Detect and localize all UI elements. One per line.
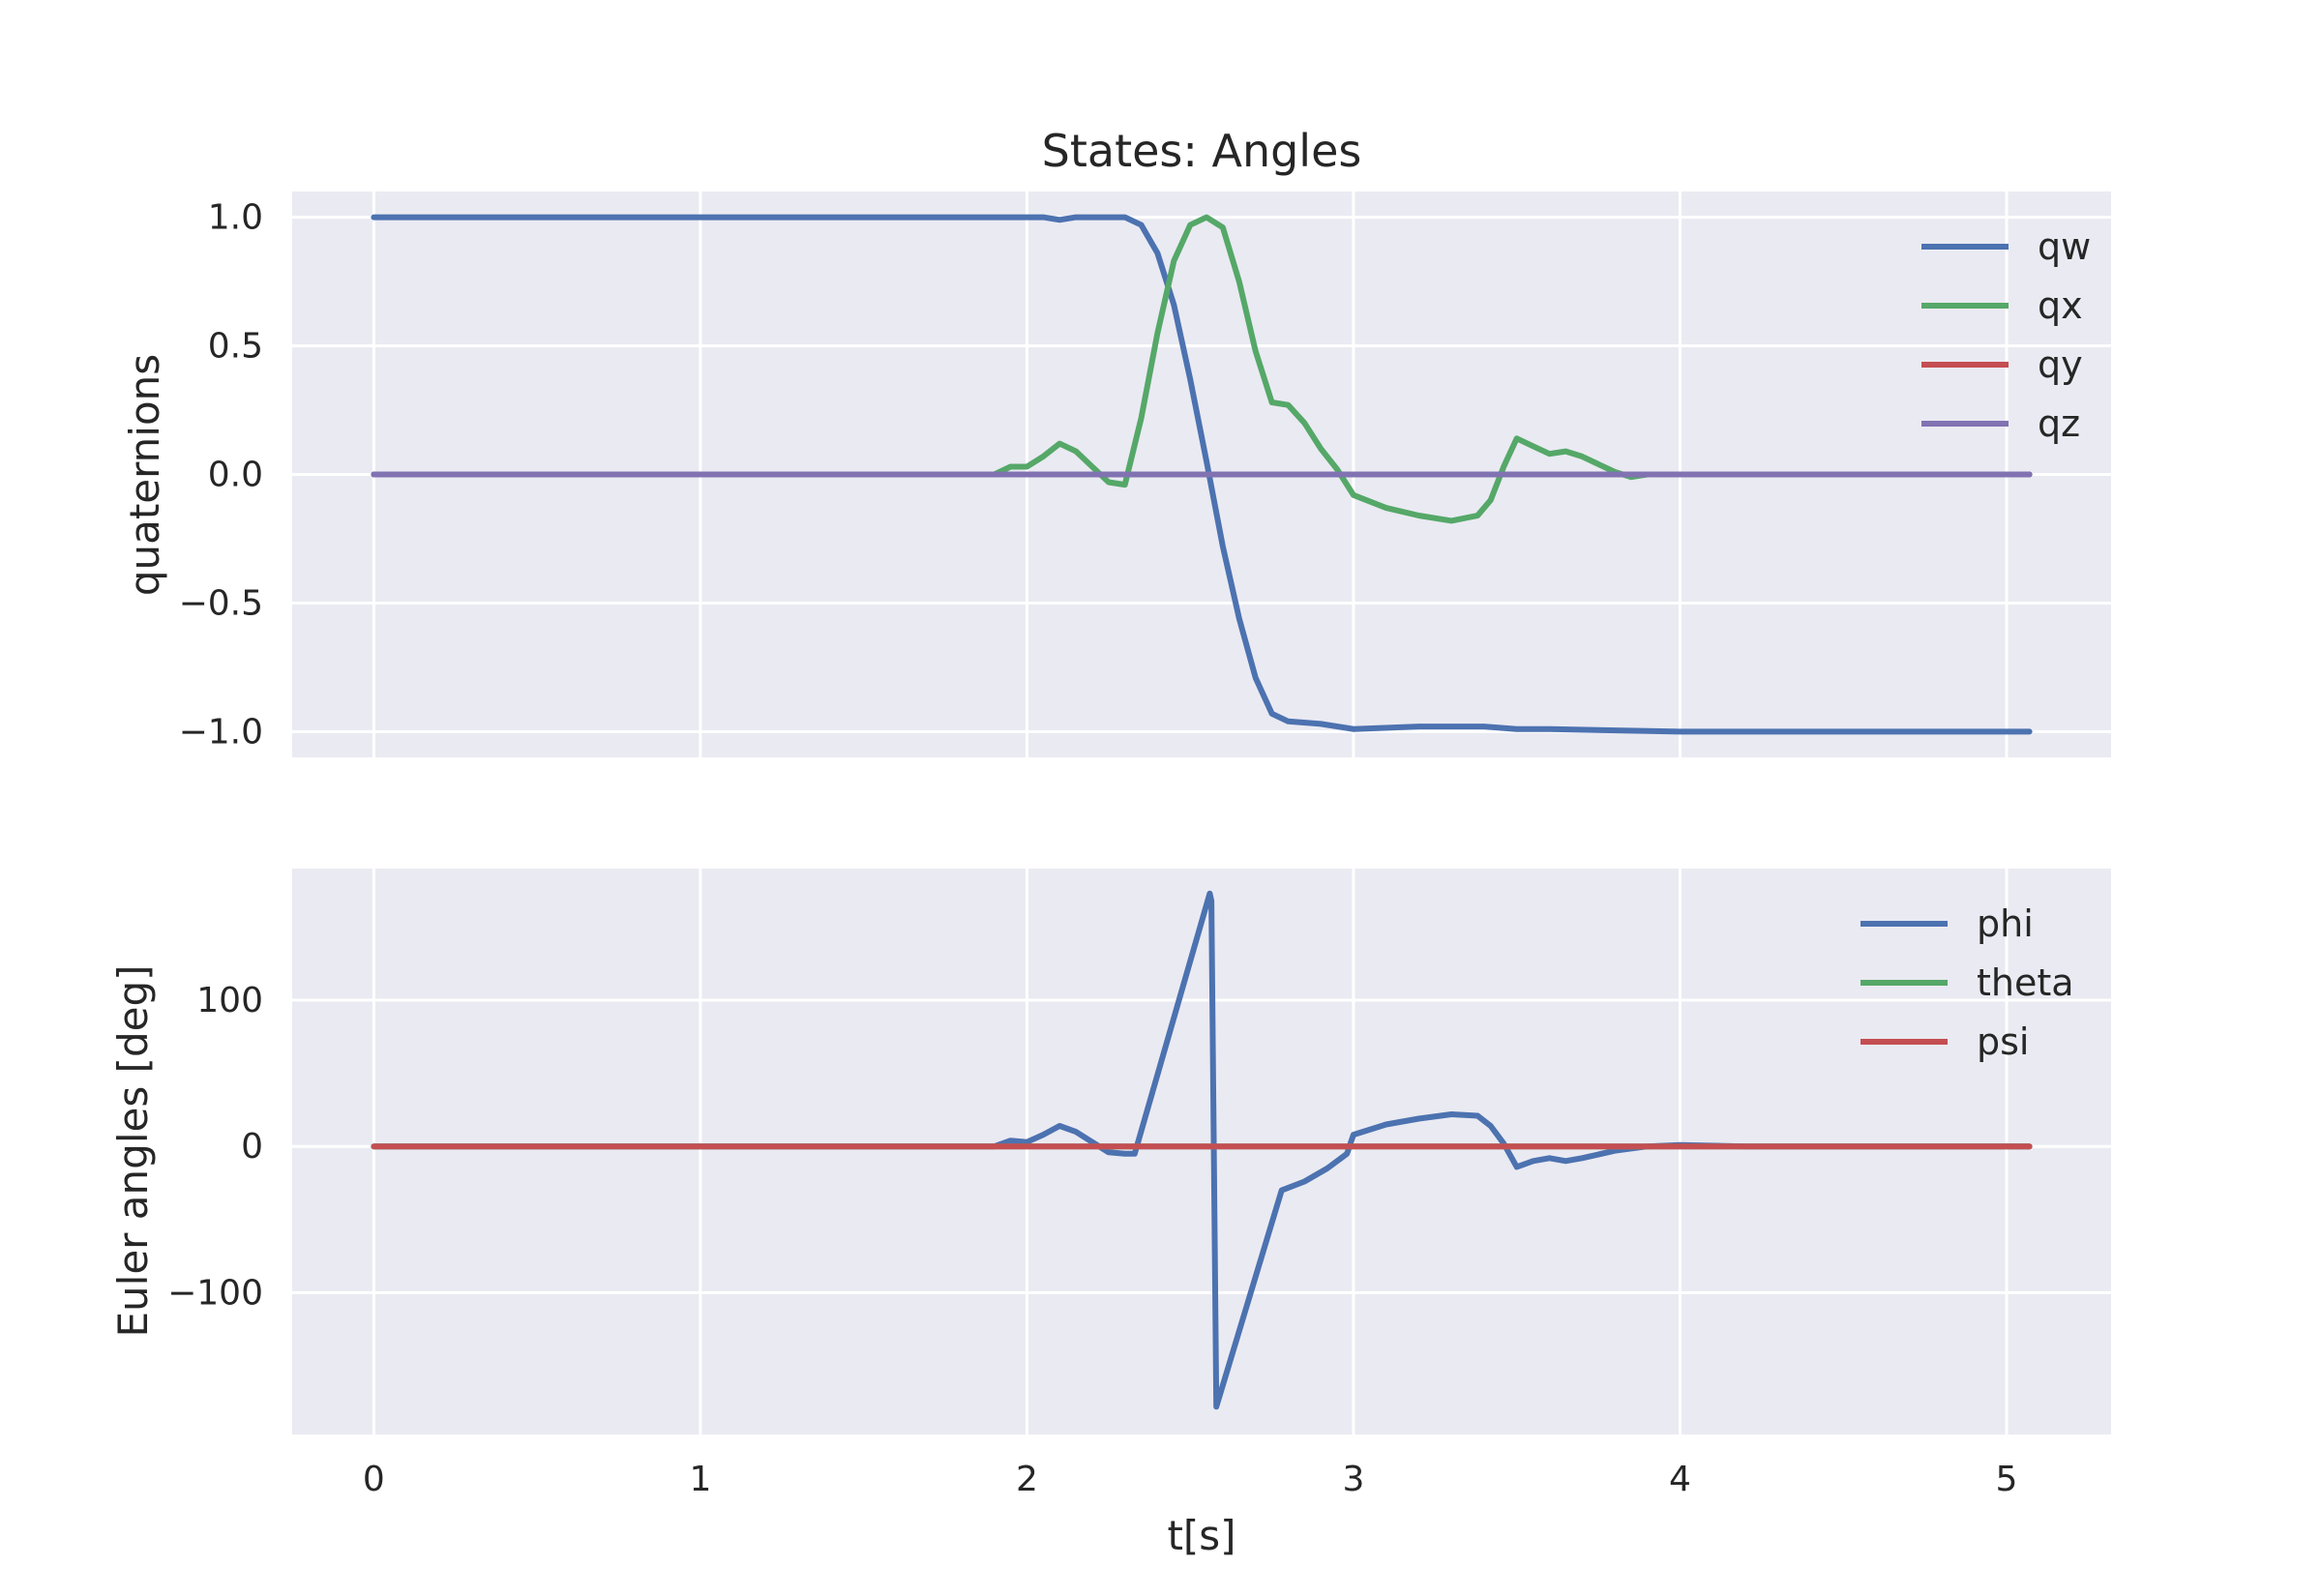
quaternion-y-tick-label: 0.0 (208, 456, 263, 495)
quaternion-y-axis-label: quaternions (121, 354, 168, 596)
chart-title: States: Angles (1042, 125, 1362, 177)
euler-x-ticks: 0 1 2 3 4 5 (363, 1460, 2018, 1499)
euler-y-tick-label: −100 (167, 1273, 263, 1313)
quaternion-legend: qw qx qy qz (1921, 225, 2091, 445)
euler-panel: 100 0 −100 0 1 2 3 4 5 Euler angles [deg] phi th… (109, 869, 2111, 1499)
euler-x-tick-label: 0 (363, 1460, 385, 1499)
euler-x-tick-label: 5 (1996, 1460, 2018, 1499)
euler-x-tick-label: 2 (1016, 1460, 1038, 1499)
euler-y-tick-label: 0 (241, 1127, 263, 1167)
legend-label-qz: qz (2038, 402, 2080, 445)
legend-label-qy: qy (2038, 343, 2083, 386)
euler-x-tick-label: 4 (1669, 1460, 1691, 1499)
euler-y-ticks: 100 0 −100 (167, 981, 263, 1313)
quaternion-y-tick-label: 0.5 (208, 327, 263, 367)
euler-series (371, 890, 2033, 1410)
legend-label-theta: theta (1977, 961, 2074, 1004)
x-axis-label: t[s] (1167, 1512, 1235, 1559)
quaternion-panel: 1.0 0.5 0.0 −0.5 −1.0 quaternions qw qx qy qz (121, 192, 2111, 757)
euler-legend: phi theta psi (1861, 902, 2074, 1063)
quaternion-y-ticks: 1.0 0.5 0.0 −0.5 −1.0 (179, 198, 263, 753)
series-line-qx (371, 214, 2033, 524)
quaternion-series (371, 214, 2033, 735)
euler-axes-background (292, 869, 2111, 1434)
quaternion-y-tick-label: −0.5 (179, 583, 263, 623)
quaternion-y-tick-label: 1.0 (208, 198, 263, 238)
euler-y-axis-label: Euler angles [deg] (109, 965, 157, 1338)
euler-x-tick-label: 1 (689, 1460, 711, 1499)
legend-label-phi: phi (1977, 902, 2034, 945)
legend-label-qw: qw (2038, 225, 2091, 268)
euler-y-tick-label: 100 (196, 981, 263, 1020)
euler-x-tick-label: 3 (1342, 1460, 1364, 1499)
legend-label-psi: psi (1977, 1020, 2029, 1063)
series-line-phi (371, 890, 2033, 1410)
legend-label-qx: qx (2038, 284, 2083, 327)
series-line-qw (371, 214, 2033, 735)
quaternion-y-tick-label: −1.0 (179, 712, 263, 752)
